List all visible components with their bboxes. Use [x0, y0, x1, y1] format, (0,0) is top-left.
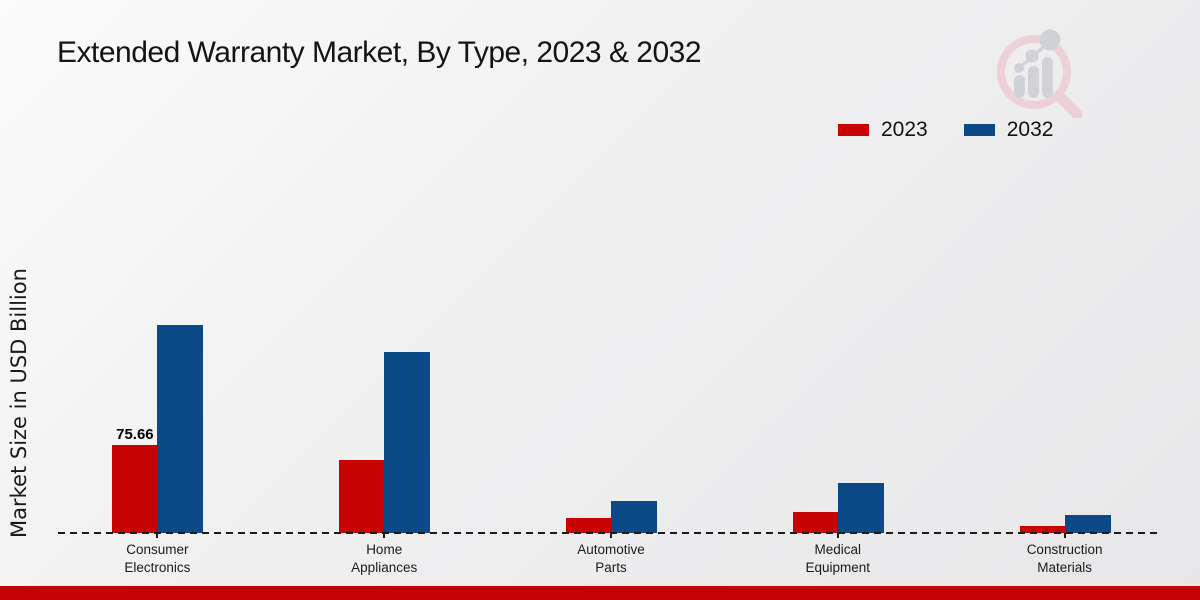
x-axis-tick [610, 533, 612, 538]
legend-swatch-2023 [838, 124, 869, 136]
bar-2023-construction-materials [1019, 526, 1065, 533]
category-label-consumer-electronics: Consumer Electronics [124, 542, 191, 575]
bar-2032-construction-materials [1064, 515, 1111, 533]
bar-2032-home-appliances [384, 352, 431, 533]
bar-2032-consumer-electronics [157, 325, 204, 533]
plot-area: Consumer Electronics Home Appliances Autom… [44, 0, 1178, 586]
x-axis-tick [836, 533, 839, 538]
brand-watermark [993, 26, 1093, 120]
category-label-medical-equipment: Medical Equipment [805, 542, 871, 575]
legend-item-2023: 2023 [838, 118, 928, 142]
x-axis-tick [1063, 533, 1066, 538]
legend-label-2032: 2032 [1006, 118, 1054, 141]
chart-title: Extended Warranty Market, By Type, 2023 … [57, 36, 702, 69]
magnifier-bar-chart-logo-icon [997, 29, 1083, 120]
bar-2023-home-appliances [339, 460, 385, 533]
category-label-construction-materials: Construction Materials [1026, 542, 1103, 575]
category-label-automotive-parts: Automotive Parts [577, 542, 645, 575]
legend-swatch-2032 [963, 124, 995, 136]
bottom-accent-bar [0, 586, 1200, 600]
category-label-home-appliances: Home Appliances [351, 542, 418, 575]
legend-item-2032: 2032 [963, 118, 1054, 142]
bar-2032-automotive-parts [611, 501, 657, 533]
y-axis-label: Market Size in USD Billion [7, 268, 31, 538]
x-axis-tick [383, 533, 386, 538]
bar-2023-medical-equipment [792, 512, 838, 533]
bar-2023-consumer-electronics [112, 445, 158, 533]
x-axis-tick [156, 533, 159, 538]
bar-2023-automotive-parts [566, 518, 611, 533]
bar-2032-medical-equipment [837, 483, 884, 533]
legend-label-2023: 2023 [881, 118, 928, 141]
legend: 2023 2032 [838, 118, 1053, 142]
bar-value-label: 75.66 [116, 426, 154, 443]
